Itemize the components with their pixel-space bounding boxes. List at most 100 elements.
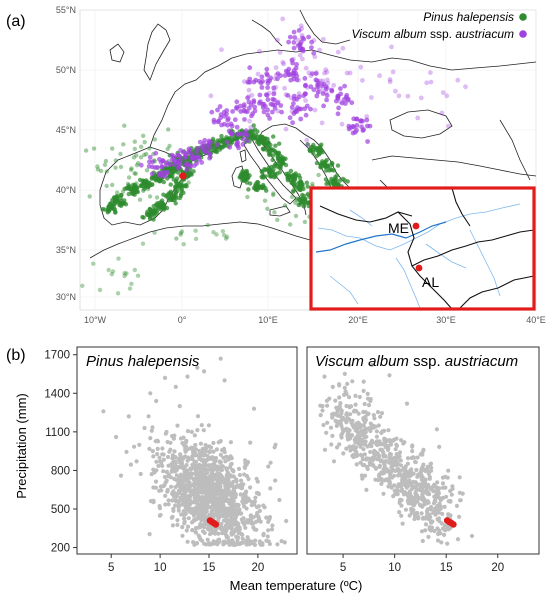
climate-point: [419, 529, 425, 534]
occurrence-point: [277, 165, 282, 170]
climate-point: [212, 473, 217, 478]
climate-point: [339, 423, 344, 428]
occurrence-point: [179, 229, 185, 234]
occurrence-point: [176, 164, 182, 170]
occurrence-point: [287, 72, 292, 77]
climate-point: [188, 466, 193, 471]
climate-point: [197, 462, 202, 467]
occurrence-point: [244, 180, 250, 185]
occurrence-point: [320, 88, 326, 94]
occurrence-point: [288, 95, 294, 101]
climate-point: [342, 385, 347, 390]
occurrence-point: [140, 178, 145, 184]
climate-point: [181, 509, 186, 514]
climate-point: [206, 495, 211, 501]
climate-point: [211, 440, 216, 446]
occurrence-point: [118, 151, 123, 157]
climate-point: [362, 434, 368, 439]
climate-point: [414, 467, 419, 473]
occurrence-point: [294, 62, 299, 67]
climate-point: [253, 495, 258, 500]
occurrence-point: [393, 88, 398, 94]
climate-point: [333, 398, 338, 403]
climate-point: [248, 518, 253, 523]
occurrence-point: [252, 104, 258, 110]
climate-point: [215, 542, 220, 547]
occurrence-point: [219, 133, 224, 139]
occurrence-point: [229, 138, 235, 143]
climate-point: [205, 453, 210, 458]
climate-point: [335, 409, 340, 414]
climate-point: [353, 402, 358, 407]
climate-point: [199, 468, 204, 473]
lon-label: 10°E: [258, 315, 278, 325]
occurrence-point: [214, 149, 220, 155]
climate-point: [366, 411, 371, 416]
climate-point: [162, 474, 167, 480]
climate-point: [375, 410, 381, 415]
climate-point: [279, 539, 284, 544]
occurrence-point: [275, 171, 280, 176]
climate-point: [413, 459, 418, 464]
climate-point: [165, 489, 170, 494]
plot2-axes: 5 10 15 20: [340, 554, 504, 574]
occurrence-point: [171, 157, 177, 162]
climate-point: [185, 374, 190, 379]
occurrence-point: [229, 131, 235, 137]
climate-point: [322, 374, 327, 379]
occurrence-point: [273, 85, 279, 90]
occurrence-point: [224, 108, 230, 113]
occurrence-point: [161, 192, 166, 197]
climate-point: [339, 411, 344, 416]
occurrence-point: [249, 129, 254, 134]
occurrence-point: [234, 136, 239, 141]
occurrence-point: [291, 96, 297, 102]
occurrence-point: [297, 175, 303, 180]
occurrence-point: [144, 151, 149, 157]
climate-point: [440, 481, 446, 486]
occurrence-point: [317, 151, 322, 156]
climate-point: [223, 492, 228, 497]
climate-point: [205, 499, 210, 504]
climate-point: [386, 460, 392, 465]
climate-point: [158, 512, 163, 518]
occurrence-point: [118, 164, 124, 170]
occurrence-point: [161, 169, 167, 175]
climate-point: [380, 478, 385, 483]
occurrence-point: [311, 50, 317, 56]
occurrence-point: [140, 241, 146, 246]
occurrence-point: [361, 127, 366, 132]
climate-point: [166, 472, 172, 477]
climate-point: [222, 378, 227, 383]
climate-point: [211, 487, 216, 492]
climate-point: [208, 445, 214, 450]
climate-point: [421, 515, 426, 521]
occurrence-point: [127, 286, 133, 291]
climate-point: [340, 415, 346, 420]
occurrence-point: [224, 234, 230, 239]
occurrence-point: [186, 180, 191, 185]
climate-point: [180, 502, 185, 507]
occurrence-point: [109, 272, 115, 277]
climate-point: [368, 397, 373, 402]
climate-point: [229, 515, 234, 520]
climate-point: [460, 491, 465, 496]
climate-point: [159, 488, 164, 493]
climate-point: [137, 442, 142, 447]
climate-point: [192, 479, 197, 484]
occurrence-point: [186, 146, 192, 152]
occurrence-point: [161, 179, 166, 185]
occurrence-point: [147, 216, 153, 221]
climate-point: [173, 485, 178, 490]
occurrence-point: [302, 219, 308, 225]
occurrence-point: [140, 214, 145, 220]
occurrence-point: [162, 173, 168, 179]
climate-point: [162, 375, 168, 380]
occurrence-point: [227, 144, 233, 150]
occurrence-point: [309, 39, 314, 45]
occurrence-point: [293, 200, 298, 205]
x-tick-label: 5: [108, 562, 114, 574]
occurrence-point: [122, 198, 127, 203]
climate-point: [232, 517, 237, 522]
climate-point: [321, 422, 326, 428]
